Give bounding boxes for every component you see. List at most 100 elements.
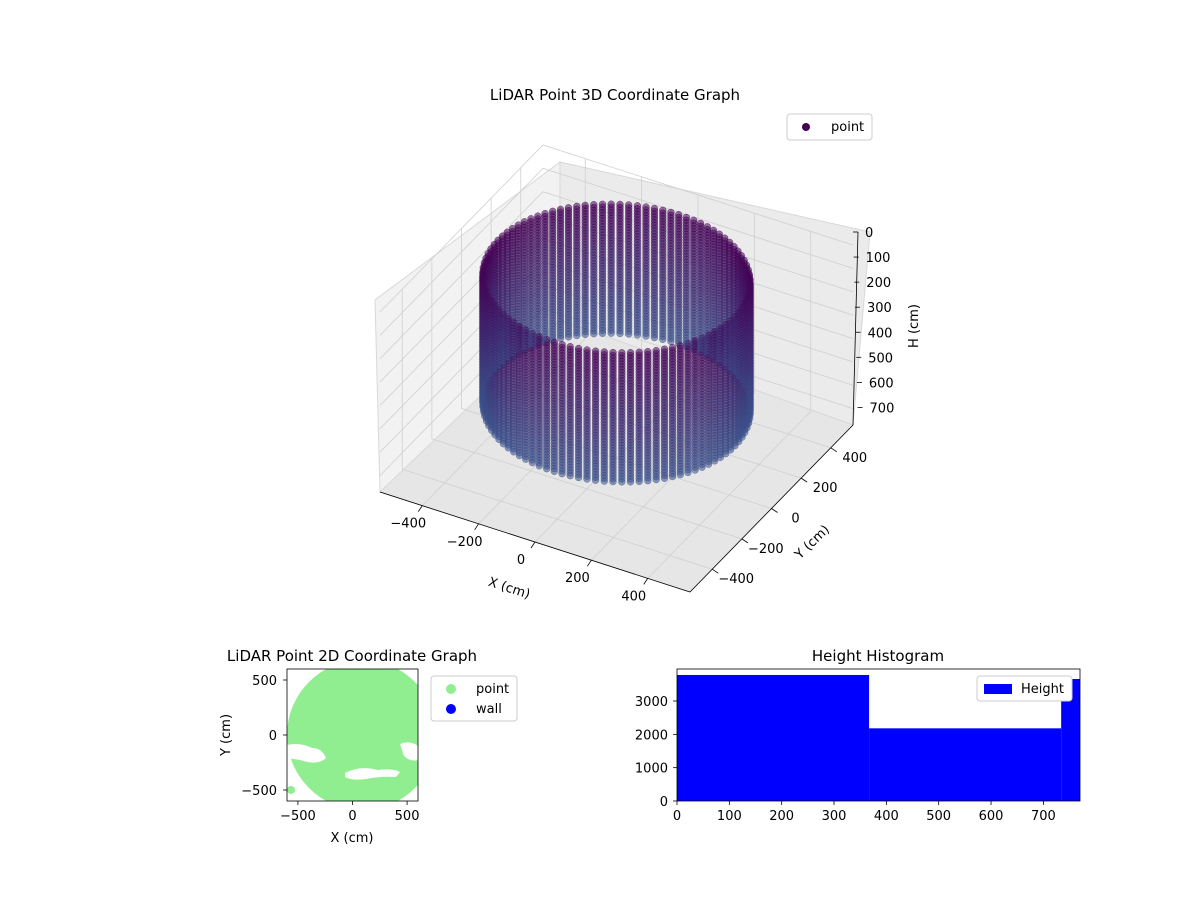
y-tick-label-3d-3: 200 [813, 481, 838, 496]
x-tick-3d-3 [587, 559, 592, 567]
z-tick-label-3d-1: 100 [866, 251, 891, 266]
point-3d-4463 [550, 467, 558, 475]
grid-line-y-2 [461, 228, 772, 509]
point-3d-4434 [698, 463, 706, 471]
y-tick-3d-4 [830, 447, 837, 453]
point-3d-2218 [667, 337, 675, 346]
point-3d-4508 [635, 477, 643, 486]
y-tick-label-3d-0: −400 [718, 572, 754, 587]
x-tick-label-2d-1: 0 [348, 809, 356, 824]
point-3d-2058 [633, 331, 642, 339]
x-tick-label-3d-2: 0 [517, 553, 525, 568]
point-3d-4333 [515, 451, 524, 460]
point-region-2d [287, 669, 418, 801]
point-3d-4409 [704, 460, 713, 468]
x-tick-3d-0 [417, 505, 423, 512]
y-tick-label-2d-2: 500 [252, 674, 277, 689]
point-3d-2123 [650, 333, 659, 342]
legend-histogram-label: Height [1021, 682, 1064, 697]
point-3d-4383 [711, 457, 719, 465]
point-3d-2048 [581, 330, 589, 339]
legend-3d: point [786, 113, 873, 141]
x-tick-3d-1 [474, 523, 479, 531]
z-tick-label-3d-7: 700 [870, 401, 895, 416]
x-axis-label-2d: X (cm) [331, 831, 374, 846]
point-3d-4486 [566, 472, 574, 480]
point-3d-4424 [535, 462, 543, 470]
point-3d-4505 [591, 476, 600, 484]
x-tick-label-3d-3: 200 [565, 571, 590, 586]
x-tick-label-3d-1: −200 [447, 535, 483, 550]
point-3d-4498 [660, 474, 669, 482]
x-tick-label-hist-3: 300 [822, 809, 847, 824]
y-tick-3d-3 [800, 477, 808, 483]
chart-2d: LiDAR Point 2D Coordinate Graph −500 0 500… [219, 647, 518, 846]
point-3d-2146 [556, 334, 565, 343]
histogram-title: Height Histogram [812, 647, 944, 665]
legend-2d: point wall [430, 675, 518, 722]
y-tick-3d-1 [741, 538, 749, 544]
point-3d-2021 [616, 329, 624, 338]
point-3d-2166 [659, 335, 667, 343]
x-tick-label-3d-4: 400 [621, 589, 646, 604]
point-3d-4445 [543, 465, 551, 473]
point-cloud-2d [287, 669, 418, 801]
outlier-point [287, 786, 295, 794]
point-3d-4507 [600, 477, 608, 485]
x-tick-label-hist-4: 400 [874, 809, 899, 824]
point-3d-2106 [564, 333, 573, 341]
y-tick-label-hist-1: 1000 [635, 762, 668, 777]
grid-line-z-0 [379, 144, 854, 313]
point-3d-4495 [574, 473, 583, 482]
z-tick-label-3d-4: 400 [868, 326, 893, 341]
point-cloud-3d [479, 200, 754, 486]
y-tick-label-hist-0: 0 [660, 795, 668, 810]
point-3d-4504 [652, 475, 660, 484]
point-3d-4481 [676, 471, 684, 479]
x-tick-label-hist-0: 0 [673, 809, 681, 824]
y-tick-label-3d-4: 400 [842, 451, 867, 466]
x-axis-label-3d: X (cm) [486, 575, 532, 603]
point-3d-2036 [625, 330, 633, 338]
x-tick-label-2d-0: −500 [280, 809, 316, 824]
y-tick-label-2d-1: 0 [269, 729, 277, 744]
point-3d-2026 [590, 330, 598, 338]
legend-2d-label-point: point [476, 682, 509, 697]
point-3d-2015 [598, 329, 607, 337]
y-tick-label-hist-2: 2000 [635, 728, 668, 743]
x-tick-label-hist-6: 600 [979, 809, 1004, 824]
chart-3d: LiDAR Point 3D Coordinate Graph −400 −200… [374, 86, 922, 604]
x-tick-3d-4 [643, 578, 649, 585]
point-3d-2087 [642, 332, 650, 340]
z-axis-label-3d: H (cm) [907, 304, 922, 348]
x-tick-label-hist-7: 700 [1031, 809, 1056, 824]
point-3d-2073 [573, 331, 581, 340]
chart-2d-title: LiDAR Point 2D Coordinate Graph [227, 647, 477, 665]
grid-line-z-1 [379, 167, 854, 336]
x-tick-label-2d-2: 500 [395, 809, 420, 824]
z-tick-label-3d-5: 500 [868, 351, 893, 366]
chart-3d-title: LiDAR Point 3D Coordinate Graph [490, 86, 740, 104]
y-tick-3d-0 [712, 568, 719, 574]
point-3d-4468 [684, 468, 692, 477]
grid-line-y-1 [431, 258, 742, 540]
histogram-bar-0 [677, 675, 870, 801]
legend-histogram-swatch [984, 684, 1012, 694]
point-3d-4492 [668, 472, 677, 481]
legend-histogram: Height [976, 675, 1073, 702]
y-axis-label-2d: Y (cm) [219, 714, 234, 757]
grid-line-x-3 [591, 213, 755, 561]
point-3d-4477 [558, 470, 566, 478]
chart-histogram: Height Histogram 0 100 200 300 400 500 600 7000… [635, 647, 1081, 824]
histogram-bar-1 [869, 728, 1062, 801]
point-3d-4502 [583, 475, 591, 483]
legend-2d-marker-wall [446, 704, 456, 714]
grid-line-z-2 [379, 191, 854, 360]
z-tick-label-3d-6: 600 [869, 376, 894, 391]
point-3d-4506 [644, 477, 652, 485]
y-tick-label-3d-2: 0 [791, 512, 799, 527]
x-tick-label-hist-5: 500 [926, 809, 951, 824]
point-3d-4511 [618, 478, 626, 486]
point-3d-4453 [691, 466, 699, 474]
